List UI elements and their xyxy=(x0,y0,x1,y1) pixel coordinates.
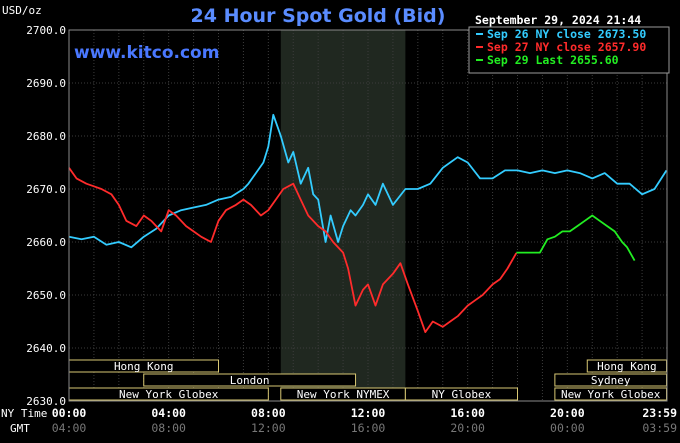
session-label: Hong Kong xyxy=(597,360,657,373)
x-tick-label-gmt: 00:00 xyxy=(550,421,585,435)
x-tick-label-ny: 12:00 xyxy=(351,406,386,420)
legend-box: September 29, 2024 21:44 Sep 26 NY close… xyxy=(468,13,670,74)
plot-frame xyxy=(68,29,668,402)
y-tick-label: 2640.0 xyxy=(26,342,66,355)
legend-timestamp: September 29, 2024 21:44 xyxy=(475,13,641,27)
session-label: New York Globex xyxy=(561,388,661,401)
series-line xyxy=(516,214,636,262)
session-bar xyxy=(404,387,518,401)
y-tick-label: 2690.0 xyxy=(26,77,66,90)
x-tick-label-ny: 00:00 xyxy=(52,406,87,420)
session-label: London xyxy=(230,374,270,387)
x-tick-label-gmt: 20:00 xyxy=(450,421,485,435)
x-axis-gmt-label: GMT xyxy=(10,422,30,435)
y-tick-labels: 2700.0 2690.0 2680.0 2670.0 2660.0 2650.0 2640… xyxy=(26,24,66,408)
session-label: New York NYMEX xyxy=(297,388,390,401)
x-tick-label-gmt: 12:00 xyxy=(251,421,286,435)
x-tick-label-ny: 08:00 xyxy=(251,406,286,420)
x-tick-labels: NY Time GMT 00:0004:0004:0008:0008:0012:… xyxy=(1,406,677,435)
y-tick-label: 2700.0 xyxy=(26,24,66,37)
y-tick-label: 2670.0 xyxy=(26,183,66,196)
y-tick-label: 2650.0 xyxy=(26,289,66,302)
x-tick-label-gmt: 08:00 xyxy=(151,421,186,435)
kitco-watermark: www.kitco.com xyxy=(74,43,219,63)
price-series xyxy=(68,113,668,334)
y-tick-label: 2630.0 xyxy=(26,395,66,408)
x-tick-label-gmt: 04:00 xyxy=(52,421,87,435)
series-line xyxy=(68,167,518,334)
x-axis-ny-label: NY Time xyxy=(1,407,47,420)
y-tick-label: 2660.0 xyxy=(26,236,66,249)
series-line xyxy=(68,113,668,249)
legend-entry: Sep 26 NY close 2673.50 xyxy=(487,27,646,41)
session-label: New York Globex xyxy=(119,388,219,401)
session-label: NY Globex xyxy=(432,388,492,401)
x-tick-label-ny: 16:00 xyxy=(450,406,485,420)
x-tick-label-gmt: 16:00 xyxy=(351,421,386,435)
x-tick-label-gmt: 03:59 xyxy=(642,421,677,435)
y-tick-label: 2680.0 xyxy=(26,130,66,143)
session-bar xyxy=(143,373,357,387)
x-tick-label-ny: 04:00 xyxy=(151,406,186,420)
legend-entry: Sep 29 Last 2655.60 xyxy=(487,53,619,67)
x-tick-label-ny: 20:00 xyxy=(550,406,585,420)
session-label: Hong Kong xyxy=(114,360,174,373)
y-axis-label: USD/oz xyxy=(2,4,42,17)
chart-title: 24 Hour Spot Gold (Bid) xyxy=(191,5,446,27)
session-label: Sydney xyxy=(591,374,631,387)
legend-entry: Sep 27 NY close 2657.90 xyxy=(487,40,646,54)
x-tick-label-ny: 23:59 xyxy=(642,406,677,420)
